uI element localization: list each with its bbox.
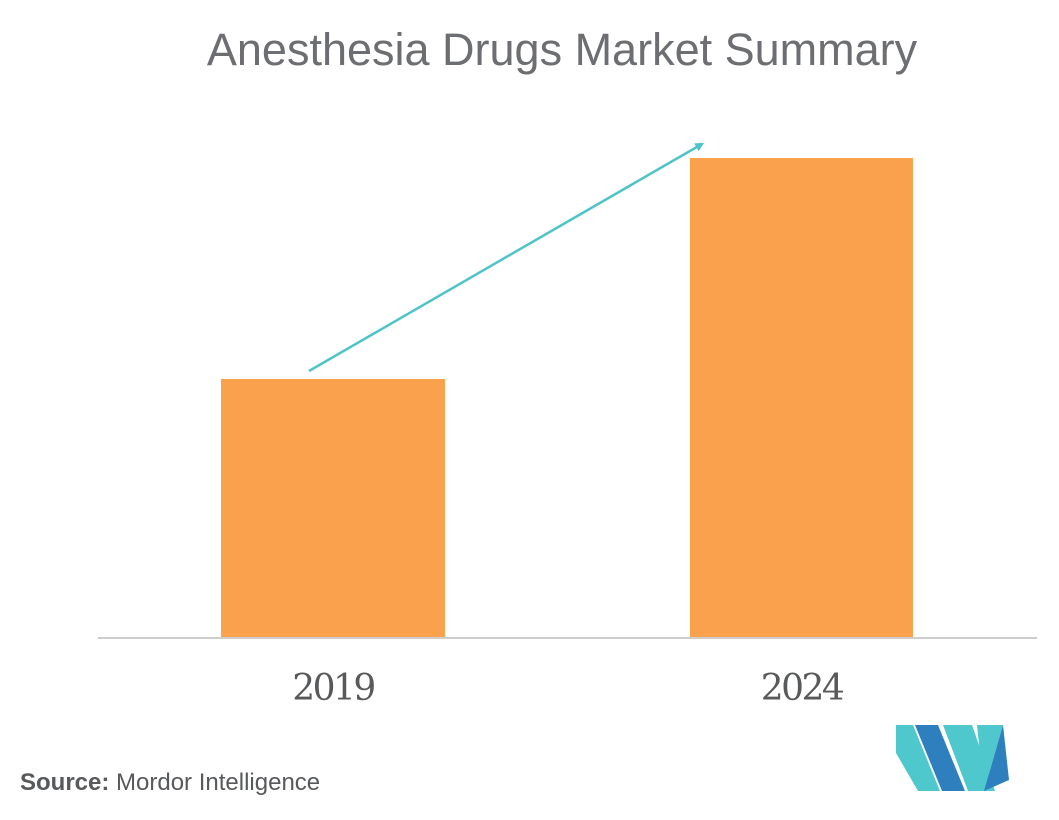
x-axis-line xyxy=(98,637,1037,639)
x-axis-label-2019: 2019 xyxy=(292,668,376,709)
logo-left-teal-shape xyxy=(896,725,940,791)
logo-right-blue-shape xyxy=(984,725,1009,791)
mordor-intelligence-logo-icon xyxy=(896,725,1009,791)
logo-blue-diagonal-shape xyxy=(915,725,965,791)
source-label: Source: xyxy=(20,769,110,796)
chart-title: Anesthesia Drugs Market Summary xyxy=(206,24,918,75)
source-attribution: Source: Mordor Intelligence xyxy=(20,769,320,797)
logo-middle-teal-shape xyxy=(943,725,995,791)
x-axis-label-2024: 2024 xyxy=(760,668,845,709)
logo-right-teal-shape xyxy=(977,725,1003,791)
growth-arrow-line xyxy=(308,142,705,373)
bar-2019 xyxy=(221,379,445,638)
bar-2024 xyxy=(690,158,913,638)
source-text: Mordor Intelligence xyxy=(116,769,321,796)
